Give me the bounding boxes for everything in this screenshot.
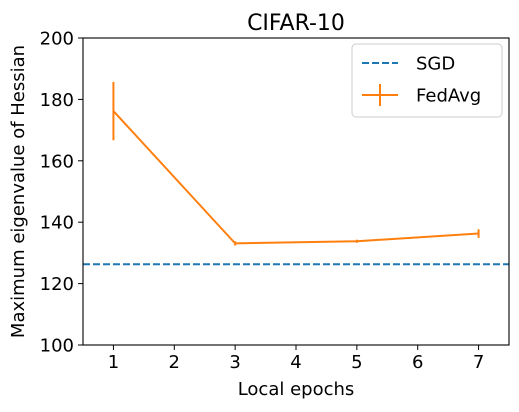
- y-axis: 100 120 140 160 180 200: [40, 29, 83, 357]
- x-tick-label: 7: [473, 352, 484, 373]
- y-tick-label: 100: [40, 336, 74, 357]
- legend: SGD FedAvg: [351, 43, 503, 118]
- x-tick-label: 6: [412, 352, 423, 373]
- y-axis-label: Maximum eigenvalue of Hessian: [8, 45, 29, 338]
- y-tick-label: 180: [40, 90, 74, 111]
- fedavg-line: [112, 110, 479, 245]
- x-axis: 1 2 3 4 5 6 7: [108, 345, 484, 373]
- x-tick-label: 3: [229, 352, 240, 373]
- x-tick-label: 5: [351, 352, 362, 373]
- plot-area: [83, 81, 509, 266]
- legend-label: SGD: [416, 54, 455, 75]
- x-tick-label: 2: [169, 352, 180, 373]
- y-tick-label: 160: [40, 151, 74, 172]
- x-tick-label: 4: [290, 352, 301, 373]
- legend-label: FedAvg: [416, 86, 481, 107]
- y-tick-label: 120: [40, 274, 74, 295]
- x-axis-label: Local epochs: [238, 379, 355, 400]
- y-tick-label: 200: [40, 29, 74, 50]
- chart-title: CIFAR-10: [247, 11, 345, 36]
- x-tick-label: 1: [108, 352, 119, 373]
- y-tick-label: 140: [40, 213, 74, 234]
- legend-box: [351, 43, 503, 118]
